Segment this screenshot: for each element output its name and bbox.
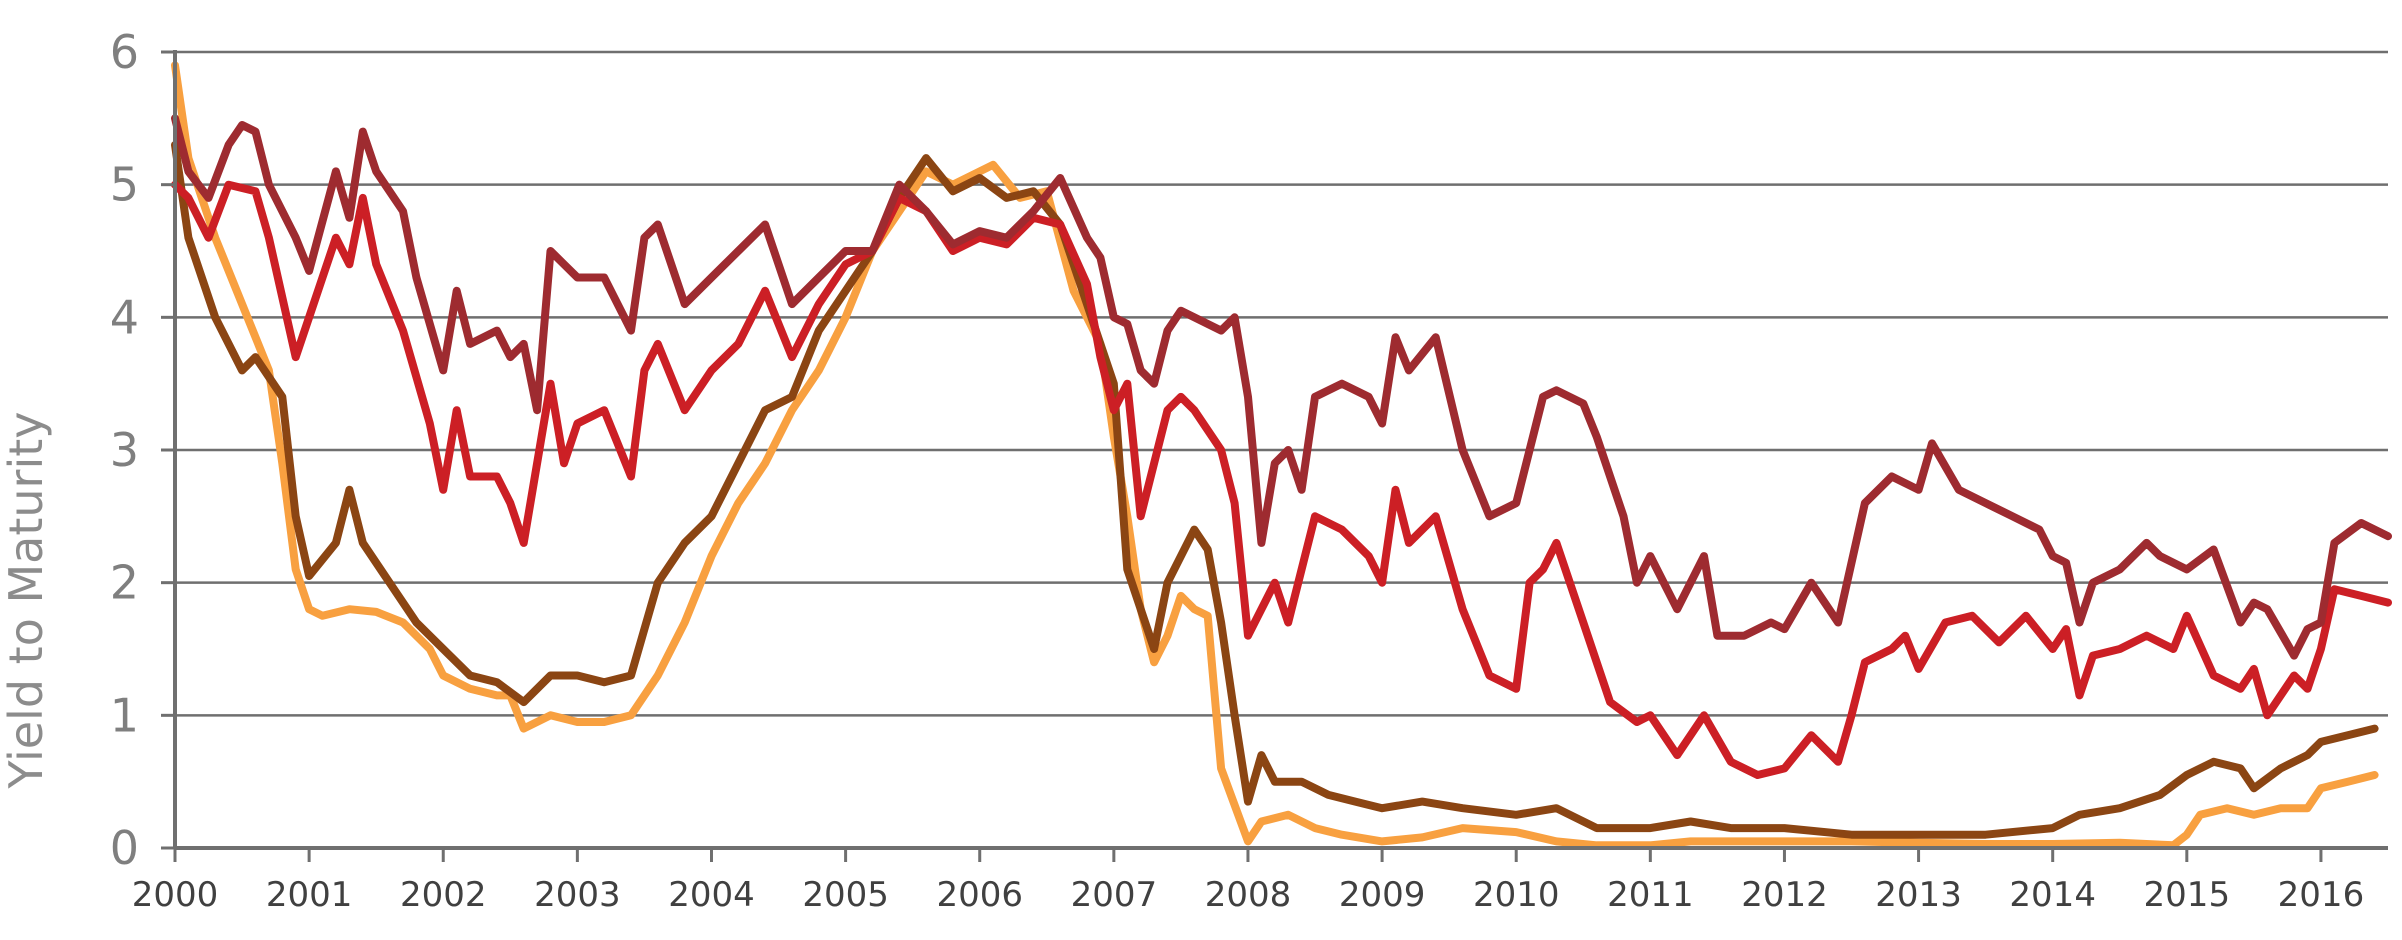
x-tick-label: 2004 xyxy=(668,875,755,915)
x-tick-label: 2011 xyxy=(1607,875,1694,915)
series-line-4 xyxy=(171,114,2392,660)
x-tick-label: 2008 xyxy=(1205,875,1292,915)
y-tick-label: 4 xyxy=(110,290,139,344)
x-tick-label: 2007 xyxy=(1071,875,1158,915)
x-tick-label: 2009 xyxy=(1339,875,1426,915)
y-tick-label: 6 xyxy=(110,25,139,79)
x-tick-label: 2005 xyxy=(802,875,889,915)
series-line-3 xyxy=(171,180,2392,779)
series-lines xyxy=(171,61,2392,850)
y-tick-label: 1 xyxy=(110,688,139,742)
x-tick-label: 2002 xyxy=(400,875,487,915)
y-tick-label: 0 xyxy=(110,821,139,875)
y-tick-label: 3 xyxy=(110,423,139,477)
x-tick-label: 2010 xyxy=(1473,875,1560,915)
x-tick-label: 2014 xyxy=(2009,875,2096,915)
y-tick-label: 2 xyxy=(110,556,139,610)
series-line-2 xyxy=(171,140,2379,839)
x-tick-label: 2015 xyxy=(2144,875,2231,915)
tick-labels: 0 1 2 3 4 5 6 2000 2001 2002 2003 2004 2005 2006 2007 2… xyxy=(110,25,2364,915)
x-tick-label: 2003 xyxy=(534,875,621,915)
y-tick-label: 5 xyxy=(110,158,139,212)
axes xyxy=(161,50,2388,862)
x-tick-label: 2016 xyxy=(2278,875,2365,915)
x-tick-label: 2001 xyxy=(266,875,353,915)
gridlines xyxy=(175,50,2388,717)
x-tick-label: 2013 xyxy=(1875,875,1962,915)
x-tick-label: 2006 xyxy=(936,875,1023,915)
y-axis-label: Yield to Maturity xyxy=(0,412,53,790)
x-tick-label: 2000 xyxy=(132,875,219,915)
x-tick-label: 2012 xyxy=(1741,875,1828,915)
series-line-1 xyxy=(171,61,2379,850)
